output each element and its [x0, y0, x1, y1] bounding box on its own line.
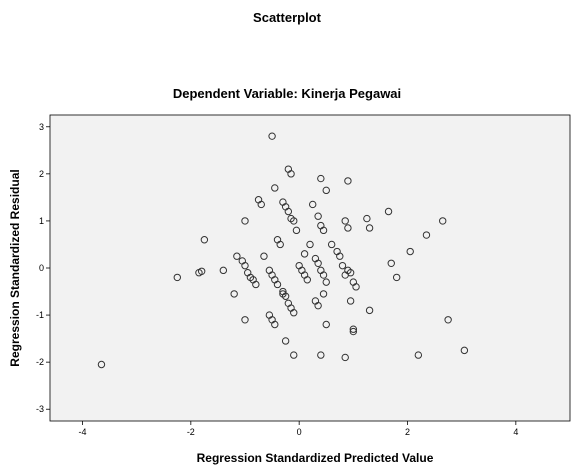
y-tick-label: -2: [36, 357, 44, 367]
scatter-point: [314, 259, 322, 267]
scatter-point: [346, 269, 355, 277]
scatter-point: [241, 316, 249, 324]
scatter-point: [300, 250, 309, 258]
scatter-point: [439, 217, 447, 225]
scatter-point: [365, 306, 374, 315]
scatter-point: [414, 351, 423, 359]
scatter-point: [349, 325, 358, 333]
scatter-point: [336, 252, 344, 260]
scatter-point: [422, 231, 431, 239]
scatter-point: [309, 200, 317, 209]
scatter-point: [317, 351, 325, 359]
y-tick-label: 1: [39, 216, 44, 226]
x-tick-label: -2: [187, 427, 195, 437]
scatter-point: [314, 301, 322, 310]
scatter-point: [290, 217, 298, 225]
scatter-point: [319, 290, 328, 298]
y-axis-label: Regression Standardized Residual: [8, 169, 22, 366]
scatter-point: [365, 224, 374, 232]
scatter-point: [292, 226, 301, 235]
scatter-point: [341, 217, 349, 225]
scatter-point: [268, 132, 276, 140]
scatter-point: [460, 346, 469, 355]
scatter-point: [306, 240, 314, 249]
scatter-point: [257, 200, 265, 209]
scatter-point: [271, 320, 279, 329]
scatter-point: [406, 247, 414, 256]
scatter-point: [341, 353, 349, 362]
scatter-point: [290, 309, 298, 317]
y-tick-label: -1: [36, 310, 44, 320]
scatter-point: [387, 259, 395, 267]
y-tick-label: 3: [39, 122, 44, 132]
x-tick-label: -4: [78, 427, 86, 437]
scatter-point: [363, 214, 371, 223]
scatter-point: [344, 224, 352, 232]
x-axis-label: Regression Standardized Predicted Value: [197, 451, 434, 465]
scatter-point: [319, 271, 328, 279]
x-tick-label: 4: [513, 427, 518, 437]
scatter-point: [444, 316, 452, 324]
scatter-point: [303, 276, 311, 284]
scatter-point: [349, 327, 358, 336]
scatter-point: [284, 207, 293, 216]
scatter-point: [317, 174, 325, 183]
scatter-point: [322, 320, 330, 329]
scatter-point: [241, 217, 249, 225]
scatter-point: [219, 266, 228, 275]
scatter-point: [319, 226, 328, 235]
scatter-point: [260, 252, 268, 260]
scatter-point: [173, 273, 181, 282]
scatter-point: [346, 297, 355, 305]
y-tick-label: 0: [39, 263, 44, 273]
scatter-point: [338, 261, 347, 270]
scatter-point: [230, 290, 238, 298]
scatter-point: [322, 278, 330, 286]
scatter-point: [197, 267, 206, 275]
scatter-point: [200, 236, 209, 244]
scatter-point: [287, 170, 295, 178]
scatter-point: [327, 240, 336, 249]
plot-area: [49, 114, 571, 422]
scatter-point: [233, 252, 241, 260]
scatter-point: [322, 186, 330, 195]
scatter-point: [276, 240, 284, 249]
scatter-point: [384, 207, 393, 216]
scatter-point: [252, 280, 260, 289]
chart-title: Scatterplot: [253, 10, 321, 25]
scatter-point: [271, 184, 279, 192]
scatter-point: [352, 283, 360, 291]
scatter-point: [279, 290, 287, 298]
scatter-point: [281, 337, 290, 345]
scatter-point: [241, 261, 249, 270]
scatter-point: [97, 360, 106, 369]
scatter-point: [290, 351, 298, 359]
y-tick-label: -3: [36, 404, 44, 414]
x-tick-label: 2: [405, 427, 410, 437]
y-tick-label: 2: [39, 169, 44, 179]
scatter-point: [344, 177, 352, 185]
scatter-point: [314, 212, 322, 220]
chart-subtitle: Dependent Variable: Kinerja Pegawai: [172, 86, 402, 101]
scatter-point: [392, 273, 401, 282]
x-tick-label: 0: [297, 427, 302, 437]
scatter-point: [273, 280, 282, 289]
